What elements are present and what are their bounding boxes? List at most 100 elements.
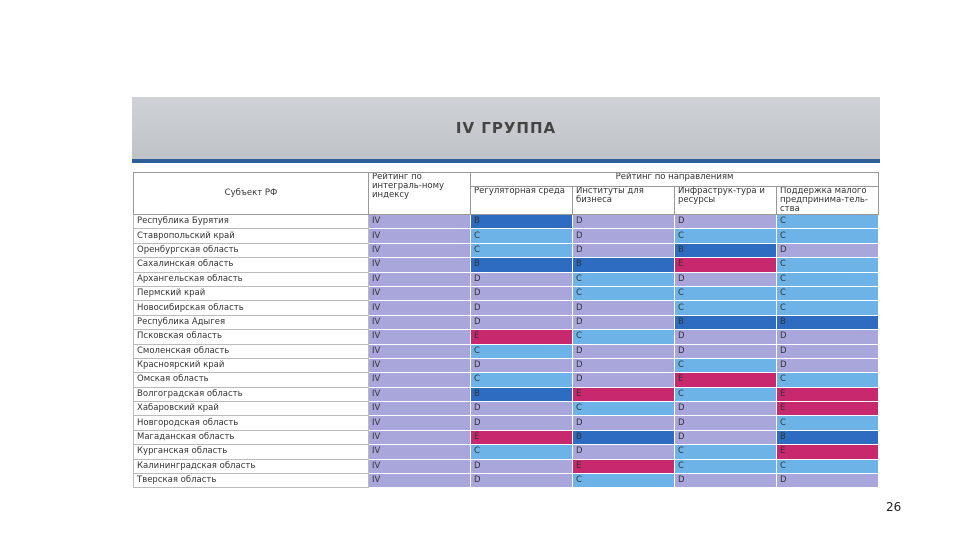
direction-rating: D	[776, 357, 879, 374]
direction-rating: D	[572, 314, 675, 331]
direction-rating: C	[572, 329, 675, 345]
direction-rating: C	[572, 473, 675, 489]
direction-rating: B	[776, 314, 879, 331]
direction-rating: B	[470, 386, 573, 403]
direction-rating: C	[776, 257, 879, 273]
direction-rating: E	[776, 401, 879, 417]
integral-rating: IV	[368, 300, 471, 316]
integral-rating: IV	[368, 458, 471, 475]
table-row: Ставропольский край IV C D C C	[133, 228, 879, 244]
table-row: Курганская область IV C D C E	[133, 444, 879, 460]
direction-rating: C	[470, 228, 573, 244]
integral-rating: IV	[368, 401, 471, 417]
direction-rating: C	[674, 228, 777, 244]
table-row: Пермский край IV D C C C	[133, 285, 879, 302]
direction-rating: B	[572, 257, 675, 273]
region-name: Сахалинская область	[133, 257, 369, 273]
direction-rating: B	[470, 257, 573, 273]
direction-rating: D	[470, 401, 573, 417]
direction-rating: D	[572, 213, 675, 230]
direction-rating: D	[572, 242, 675, 259]
column-header: Институты для бизнеса	[572, 186, 675, 215]
integral-rating: IV	[368, 242, 471, 259]
page-number: 26	[886, 500, 902, 514]
region-name: Республика Бурятия	[133, 213, 369, 230]
direction-rating: C	[470, 242, 573, 259]
integral-rating: IV	[368, 228, 471, 244]
direction-rating: D	[572, 415, 675, 431]
direction-rating: B	[674, 242, 777, 259]
column-header: Рейтинг по интеграль-ному индексу	[368, 172, 471, 215]
direction-rating: D	[776, 329, 879, 345]
table-row: Смоленская область IV C D D D	[133, 343, 879, 359]
region-name: Оренбургская область	[133, 242, 369, 259]
region-name: Волгоградская область	[133, 386, 369, 403]
direction-rating: D	[470, 458, 573, 475]
direction-rating: D	[776, 473, 879, 489]
integral-rating: IV	[368, 386, 471, 403]
region-name: Тверская область	[133, 473, 369, 489]
region-name: Хабаровский край	[133, 401, 369, 417]
region-name: Псковская область	[133, 329, 369, 345]
direction-rating: C	[776, 372, 879, 388]
direction-rating: B	[572, 429, 675, 446]
direction-rating: C	[776, 285, 879, 302]
direction-rating: C	[470, 372, 573, 388]
direction-rating: D	[776, 242, 879, 259]
integral-rating: IV	[368, 213, 471, 230]
direction-rating: C	[674, 357, 777, 374]
table-row: Магаданская область IV E B D B	[133, 429, 879, 446]
region-name: Пермский край	[133, 285, 369, 302]
direction-rating: D	[674, 415, 777, 431]
region-name: Омская область	[133, 372, 369, 388]
table-row: Архангельская область IV D C D C	[133, 271, 879, 287]
table-row: Республика Бурятия IV B D D C	[133, 213, 879, 230]
integral-rating: IV	[368, 329, 471, 345]
rating-table: Субъект РФ Рейтинг по интеграль-ному инд…	[133, 172, 879, 489]
direction-rating: D	[572, 372, 675, 388]
direction-rating: D	[674, 429, 777, 446]
direction-rating: E	[572, 386, 675, 403]
banner: IV ГРУППА	[132, 97, 880, 163]
column-header: Регуляторная среда	[470, 186, 573, 215]
direction-rating: C	[470, 444, 573, 460]
direction-rating: D	[572, 343, 675, 359]
direction-rating: E	[776, 386, 879, 403]
direction-rating: D	[470, 314, 573, 331]
region-name: Новгородская область	[133, 415, 369, 431]
direction-rating: D	[674, 329, 777, 345]
direction-rating: D	[674, 473, 777, 489]
direction-rating: E	[572, 458, 675, 475]
table-row: Оренбургская область IV C D B D	[133, 242, 879, 259]
table-row: Новгородская область IV D D D C	[133, 415, 879, 431]
direction-rating: D	[674, 271, 777, 287]
direction-rating: D	[470, 285, 573, 302]
column-header: Рейтинг по направлениям	[470, 172, 879, 187]
direction-rating: D	[674, 401, 777, 417]
table-row: Красноярский край IV D D C D	[133, 357, 879, 374]
region-name: Красноярский край	[133, 357, 369, 374]
direction-rating: C	[674, 285, 777, 302]
direction-rating: C	[776, 415, 879, 431]
direction-rating: C	[776, 213, 879, 230]
table-row: Хабаровский край IV D C D E	[133, 401, 879, 417]
direction-rating: E	[674, 257, 777, 273]
region-name: Смоленская область	[133, 343, 369, 359]
integral-rating: IV	[368, 357, 471, 374]
direction-rating: B	[674, 314, 777, 331]
integral-rating: IV	[368, 372, 471, 388]
direction-rating: D	[776, 343, 879, 359]
direction-rating: E	[470, 429, 573, 446]
direction-rating: C	[776, 458, 879, 475]
table-row: Республика Адыгея IV D D B B	[133, 314, 879, 331]
direction-rating: D	[470, 357, 573, 374]
direction-rating: E	[470, 329, 573, 345]
region-name: Курганская область	[133, 444, 369, 460]
table-row: Омская область IV C D E C	[133, 372, 879, 388]
table-row: Сахалинская область IV B B E C	[133, 257, 879, 273]
table-row: Волгоградская область IV B E C E	[133, 386, 879, 403]
table-row: Новосибирская область IV D D C C	[133, 300, 879, 316]
direction-rating: C	[776, 271, 879, 287]
region-name: Калининградская область	[133, 458, 369, 475]
